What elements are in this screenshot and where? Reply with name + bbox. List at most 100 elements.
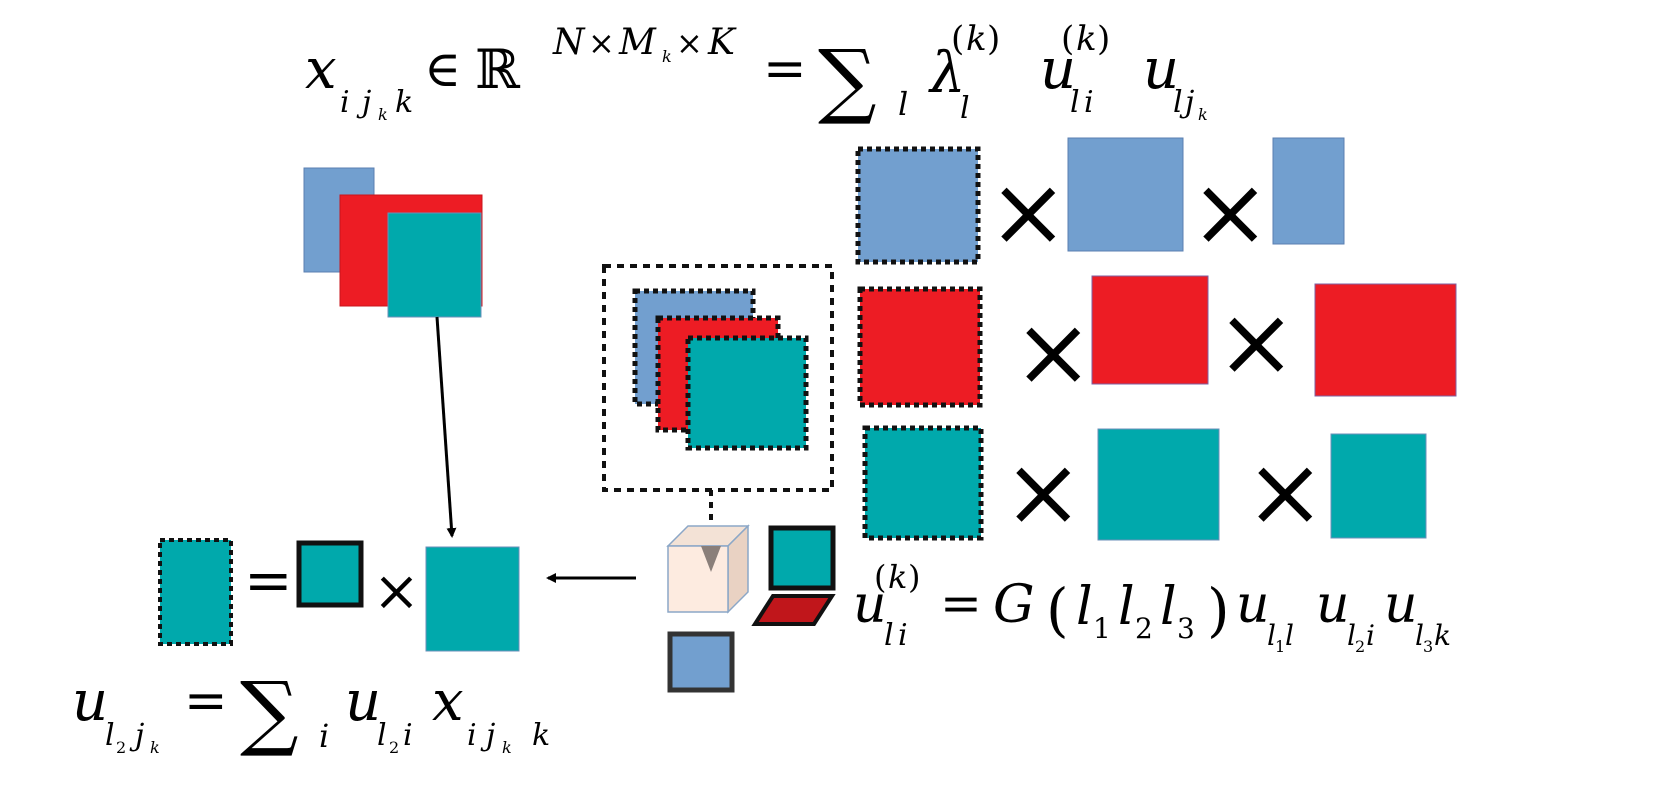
equation-right: u l i ( k ) = G ( l 1 l 2 l 3 ) u l 1 l … (853, 558, 1451, 656)
svg-text:2: 2 (1355, 637, 1365, 656)
svg-text:k: k (966, 19, 987, 59)
svg-text:(: ( (874, 558, 886, 596)
svg-text:3: 3 (1177, 612, 1195, 645)
svg-text:): ) (1097, 19, 1110, 59)
svg-text:l: l (1415, 619, 1424, 652)
red-dashed-factor (857, 286, 983, 408)
red-factor-3 (1314, 283, 1457, 397)
svg-text:u: u (1316, 575, 1350, 635)
svg-text:): ) (908, 558, 920, 596)
svg-text:(: ( (1061, 19, 1074, 59)
equation-bottom: u l 2 j k = ∑ i u l 2 i x i j k k (72, 665, 550, 760)
svg-text:λ: λ (928, 41, 966, 106)
svg-text:k: k (532, 718, 550, 753)
svg-text:=: = (244, 546, 293, 614)
svg-text:x: x (432, 669, 464, 734)
svg-text:u: u (345, 669, 381, 734)
svg-text:): ) (987, 19, 1000, 59)
svg-text:2: 2 (116, 738, 126, 757)
svg-text:∑: ∑ (240, 665, 299, 760)
core-cube-group (666, 524, 836, 693)
cube-icon (666, 524, 750, 614)
svg-text:l: l (1173, 85, 1183, 120)
dashed-frame (602, 264, 834, 492)
teal-factor-3 (1330, 433, 1427, 539)
svg-text:l: l (1160, 577, 1177, 637)
factor-row-teal: × × (862, 425, 1427, 548)
svg-text:l: l (1285, 619, 1294, 652)
multiply-icon: × (373, 559, 420, 624)
svg-text:k: k (502, 738, 512, 757)
svg-text:l: l (884, 618, 894, 653)
svg-text:j: j (356, 85, 371, 120)
svg-text:k: k (150, 738, 160, 757)
multiply-icon: × (1003, 436, 1083, 548)
svg-text:i: i (403, 718, 413, 753)
svg-text:l: l (1347, 619, 1356, 652)
svg-text:l: l (1267, 619, 1276, 652)
svg-text:k: k (378, 105, 388, 124)
blue-factor-2 (1067, 137, 1184, 252)
svg-text:u: u (1143, 37, 1179, 102)
svg-text:x: x (305, 37, 337, 102)
projection-product: = × (158, 538, 520, 652)
factor-row-red: × × (857, 275, 1457, 408)
blue-dashed-factor (855, 146, 981, 265)
svg-text:G: G (993, 575, 1035, 635)
multiply-icon: × (1216, 286, 1296, 398)
svg-text:i: i (1084, 85, 1094, 120)
teal-factor-2 (1097, 428, 1220, 541)
svg-text:M: M (618, 22, 657, 63)
svg-text:3: 3 (1423, 637, 1433, 656)
svg-text:1: 1 (1275, 637, 1285, 656)
factor-teal-solid (296, 540, 364, 608)
core-tensor-group (602, 264, 834, 540)
svg-text:l: l (898, 85, 908, 123)
svg-text:j: j (480, 718, 495, 753)
multiply-icon: × (1245, 436, 1325, 548)
svg-text:k: k (395, 85, 413, 120)
factor-teal-large (425, 546, 520, 652)
svg-text:=: = (184, 671, 228, 731)
small-blue-factor (667, 631, 735, 693)
svg-text:(: ( (951, 19, 964, 59)
svg-text:l: l (1118, 577, 1135, 637)
red-slab-factor (751, 594, 836, 626)
svg-text:u: u (1040, 37, 1076, 102)
svg-text:k: k (888, 558, 907, 596)
teal-core-slice (685, 335, 809, 451)
svg-text:1: 1 (1093, 612, 1111, 645)
svg-text:i: i (898, 618, 908, 653)
svg-text:i: i (319, 717, 329, 755)
svg-text:u: u (1384, 575, 1418, 635)
tensor-stack-top-left (303, 167, 483, 318)
svg-text:×: × (588, 24, 615, 62)
svg-text:l: l (1070, 85, 1080, 120)
svg-text:2: 2 (389, 738, 399, 757)
svg-text:=: = (763, 39, 807, 99)
svg-text:×: × (676, 24, 703, 62)
svg-text:l: l (960, 91, 970, 126)
red-factor-2 (1091, 275, 1209, 385)
svg-text:): ) (1207, 576, 1230, 644)
svg-text:2: 2 (1135, 612, 1153, 645)
multiply-icon: × (1190, 156, 1270, 268)
result-teal-dashed (158, 538, 233, 646)
svg-text:i: i (340, 85, 350, 120)
svg-text:K: K (707, 22, 737, 63)
teal-dashed-factor (862, 425, 984, 541)
svg-text:j: j (129, 718, 144, 753)
svg-text:(: ( (1046, 576, 1069, 644)
svg-text:N: N (552, 22, 586, 63)
equation-top: x i j k k ∈ ℝ N × M k × K = ∑ l λ l ( k … (305, 19, 1208, 128)
svg-text:∑: ∑ (818, 33, 877, 128)
svg-text:l: l (1076, 577, 1093, 637)
svg-text:=: = (940, 574, 982, 632)
svg-text:l: l (105, 718, 115, 753)
svg-text:i: i (467, 718, 477, 753)
svg-text:u: u (1236, 575, 1270, 635)
svg-text:u: u (853, 575, 887, 635)
svg-text:ℝ: ℝ (475, 38, 521, 101)
